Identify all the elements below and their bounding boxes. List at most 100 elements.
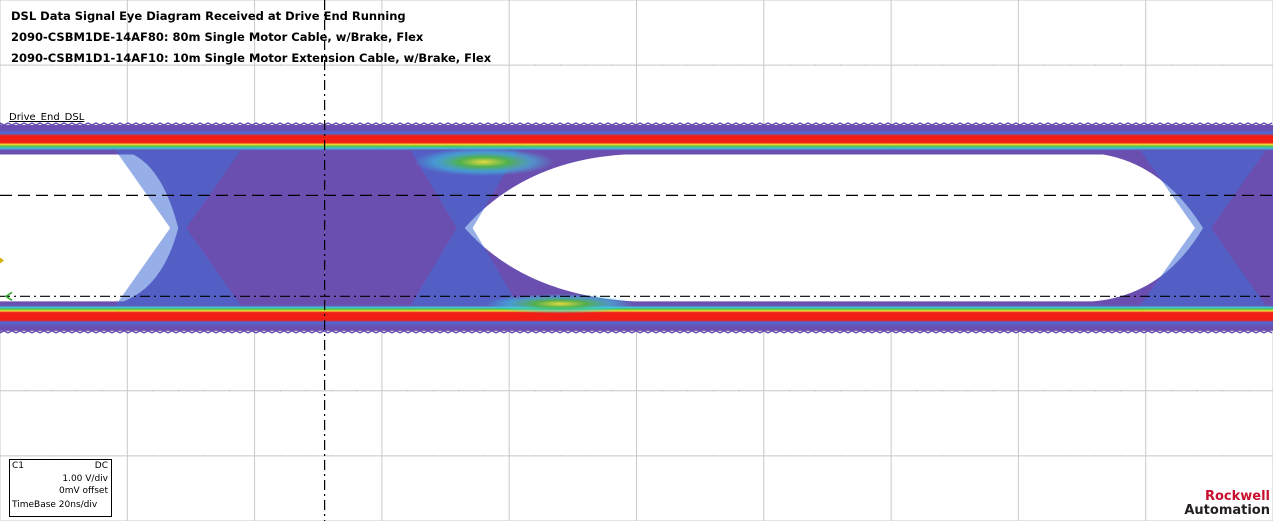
grid-minor-dot — [1171, 390, 1173, 392]
grid-minor-dot — [865, 390, 867, 392]
grid-minor-dot — [1120, 64, 1122, 66]
grid-minor-dot — [585, 64, 587, 66]
readout-channel: C1 — [12, 461, 25, 471]
grid-minor-dot — [483, 455, 485, 457]
grid-minor-dot — [432, 455, 434, 457]
transition-crossing — [108, 140, 249, 316]
grid-minor-dot — [840, 64, 842, 66]
grid-minor-dot — [967, 390, 969, 392]
grid-minor-dot — [432, 390, 434, 392]
grid-minor-dot — [152, 390, 154, 392]
channel-readout-box: C1 DC 1.00 V/div 0mV offset TimeBase 20n… — [9, 459, 112, 517]
logo-line-1: Rockwell — [1204, 489, 1270, 504]
transition-crossing — [404, 140, 525, 316]
grid-minor-dot — [534, 64, 536, 66]
grid-minor-dot — [330, 455, 332, 457]
grid-minor-dot — [280, 390, 282, 392]
grid-minor-dot — [1222, 390, 1224, 392]
grid-minor-dot — [1196, 64, 1198, 66]
grid-minor-dot — [458, 64, 460, 66]
readout-offset: 0mV offset — [59, 486, 108, 496]
grid-minor-dot — [534, 455, 536, 457]
grid-minor-dot — [229, 455, 231, 457]
grid-minor-dot — [458, 455, 460, 457]
grid-minor-dot — [712, 64, 714, 66]
grid-minor-dot — [1247, 455, 1249, 457]
logo-line-2: Automation — [1184, 503, 1270, 518]
grid-minor-dot — [789, 455, 791, 457]
grid-minor-dot — [992, 64, 994, 66]
grid-minor-dot — [967, 64, 969, 66]
grid-minor-dot — [611, 455, 613, 457]
grid-minor-dot — [1069, 455, 1071, 457]
edge-hotspot — [413, 148, 554, 177]
grid-minor-dot — [840, 455, 842, 457]
grid-minor-dot — [661, 390, 663, 392]
grid-minor-dot — [789, 64, 791, 66]
grid-minor-dot — [560, 390, 562, 392]
grid-minor-dot — [1222, 455, 1224, 457]
grid-minor-dot — [229, 64, 231, 66]
grid-minor-dot — [992, 390, 994, 392]
readout-volts-per-div: 1.00 V/div — [62, 474, 108, 484]
grid-minor-dot — [1247, 390, 1249, 392]
grid-minor-dot — [1043, 64, 1045, 66]
grid-minor-dot — [916, 455, 918, 457]
grid-minor-dot — [50, 64, 52, 66]
grid-minor-dot — [50, 455, 52, 457]
grid-minor-dot — [916, 390, 918, 392]
grid-minor-dot — [25, 64, 27, 66]
grid-minor-dot — [280, 64, 282, 66]
grid-minor-dot — [305, 64, 307, 66]
title-line-2: 2090-CSBM1DE-14AF80: 80m Single Motor Ca… — [11, 30, 424, 44]
grid-minor-dot — [687, 64, 689, 66]
trigger-level-arrow-icon — [4, 291, 13, 301]
grid-minor-dot — [1069, 390, 1071, 392]
grid-minor-dot — [840, 390, 842, 392]
envelope-fringe-top — [0, 122, 1273, 126]
grid-minor-dot — [203, 390, 205, 392]
grid-minor-dot — [305, 455, 307, 457]
grid-minor-dot — [1094, 455, 1096, 457]
grid-minor-dot — [356, 455, 358, 457]
readout-coupling: DC — [94, 461, 108, 471]
grid-minor-dot — [1196, 390, 1198, 392]
grid-minor-dot — [25, 390, 27, 392]
grid-minor-dot — [25, 455, 27, 457]
grid-minor-dot — [229, 390, 231, 392]
grid-minor-dot — [280, 455, 282, 457]
eye-opening — [464, 154, 1203, 302]
grid-minor-dot — [1094, 64, 1096, 66]
grid-minor-dot — [203, 64, 205, 66]
grid-minor-dot — [789, 390, 791, 392]
grid-minor-dot — [178, 455, 180, 457]
grid-minor-dot — [967, 455, 969, 457]
grid-minor-dot — [992, 455, 994, 457]
grid-minor-dot — [50, 390, 52, 392]
grid-minor-dot — [356, 390, 358, 392]
transition-crossing — [1132, 140, 1273, 316]
grid-minor-dot — [203, 455, 205, 457]
grid-minor-dot — [534, 390, 536, 392]
grid-minor-dot — [585, 455, 587, 457]
envelope-fringe-bottom — [0, 329, 1273, 334]
grid-minor-dot — [1222, 64, 1224, 66]
grid-minor-dot — [178, 390, 180, 392]
grid-minor-dot — [738, 390, 740, 392]
grid-minor-dot — [865, 64, 867, 66]
title-line-3: 2090-CSBM1D1-14AF10: 10m Single Motor Ex… — [11, 51, 492, 65]
grid-minor-dot — [101, 64, 103, 66]
grid-minor-dot — [1120, 390, 1122, 392]
grid-minor-dot — [432, 64, 434, 66]
grid-minor-dot — [687, 390, 689, 392]
grid-minor-dot — [865, 455, 867, 457]
grid-minor-dot — [76, 455, 78, 457]
grid-minor-dot — [814, 64, 816, 66]
grid-minor-dot — [101, 390, 103, 392]
edge-hotspot — [485, 293, 636, 314]
grid-minor-dot — [76, 64, 78, 66]
grid-minor-dot — [738, 64, 740, 66]
high-level-band — [0, 129, 1273, 151]
